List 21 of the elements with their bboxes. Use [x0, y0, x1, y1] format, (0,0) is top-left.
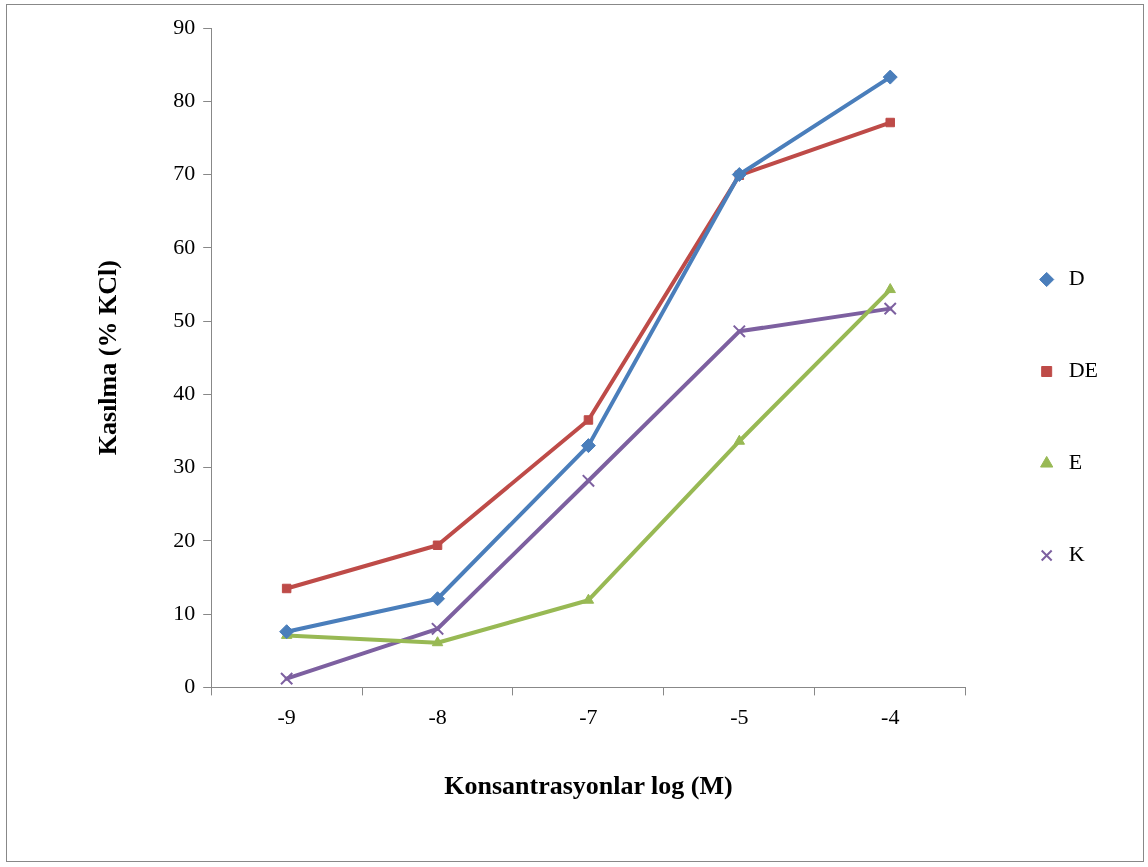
- x-tick-label: -7: [579, 704, 598, 730]
- y-tick-label: 0: [184, 673, 196, 699]
- x-tick-label: -9: [277, 704, 296, 730]
- x-axis-title: Konsantrasyonlar log (M): [444, 771, 733, 801]
- legend-label: D: [1068, 265, 1085, 291]
- x-tick-label: -5: [730, 704, 749, 730]
- legend-label: DE: [1068, 357, 1098, 383]
- y-tick-label: 50: [173, 306, 196, 332]
- y-tick-label: 90: [173, 13, 196, 39]
- legend-label: E: [1068, 449, 1083, 475]
- y-tick-label: 80: [173, 87, 196, 113]
- y-tick-label: 70: [173, 160, 196, 186]
- x-tick-label: -4: [881, 704, 900, 730]
- legend-label: K: [1068, 541, 1085, 567]
- y-tick-label: 60: [173, 233, 196, 259]
- y-tick-label: 30: [173, 453, 196, 479]
- y-tick-label: 40: [173, 380, 196, 406]
- x-tick-label: -8: [428, 704, 447, 730]
- y-tick-label: 20: [173, 526, 196, 552]
- y-axis-title: Kasılma (% KCl): [93, 260, 123, 456]
- y-tick-label: 10: [173, 599, 196, 625]
